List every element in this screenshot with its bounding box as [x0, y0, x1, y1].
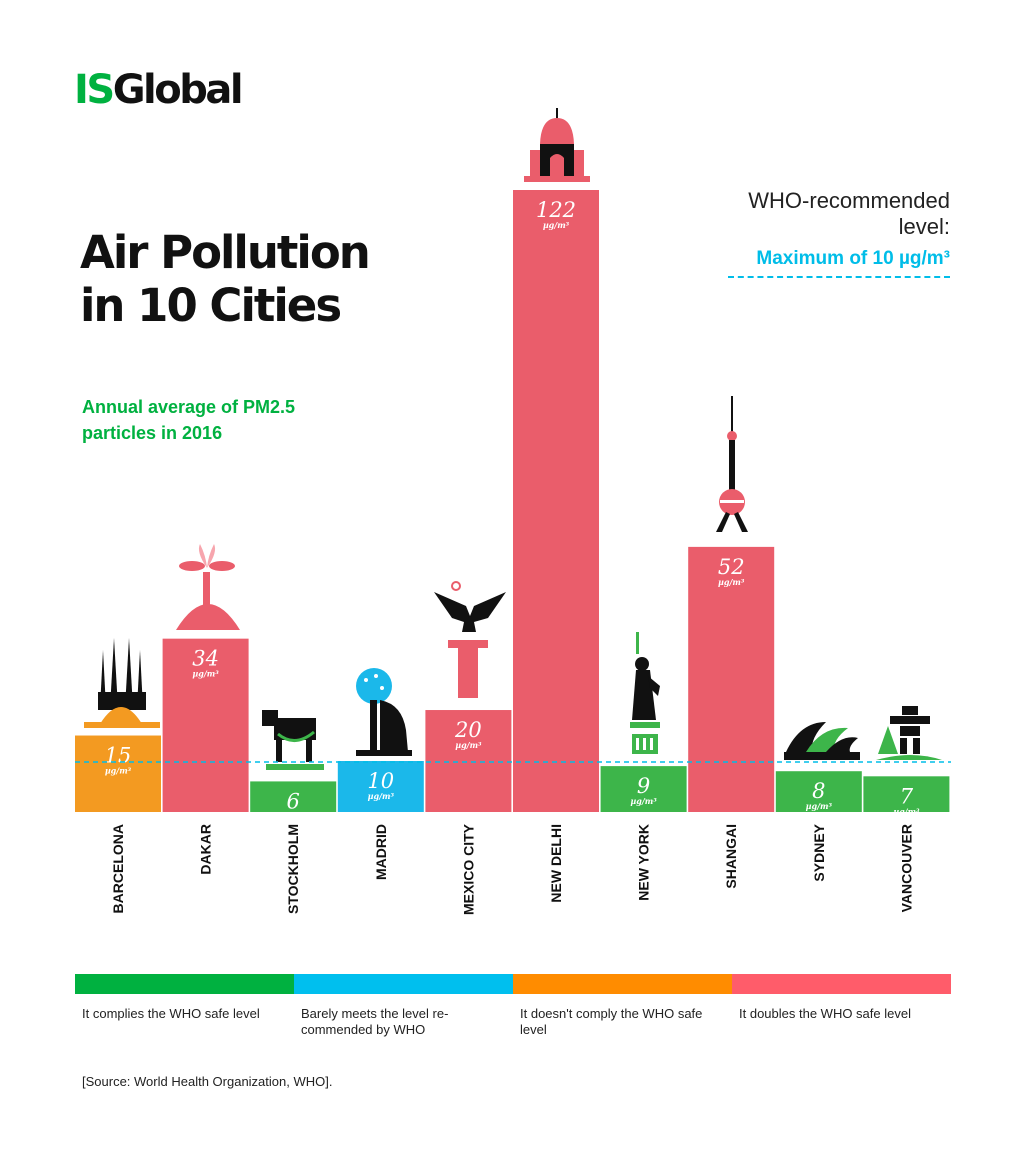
value-label-mexico-city: 20 [454, 718, 482, 742]
taj-mahal-icon [524, 108, 590, 182]
city-label-barcelona: BARCELONA [110, 824, 126, 913]
city-landmark-icons [84, 108, 942, 770]
value-label-sydney: 8 [812, 779, 825, 803]
value-label-dakar: 34 [192, 647, 219, 671]
logo-global: Global [112, 67, 244, 113]
legend-label-complies: It complies the WHO safe level [82, 1006, 260, 1021]
city-label-stockholm: STOCKHOLM [285, 824, 301, 914]
unit-label-dakar: µg/m³ [192, 669, 219, 679]
unit-label-barcelona: µg/m³ [105, 766, 132, 776]
legend-item-complies: It complies the WHO safe level [75, 974, 294, 1038]
legend-item-not-comply: It doesn't comply the WHO safe level [513, 974, 732, 1038]
bars-group: 15µg/m³34µg/m³6µg/m³10µg/m³20µg/m³122µg/… [75, 190, 950, 821]
bar-dakar [162, 638, 249, 812]
legend-item-barely: Barely meets the level re-commended by W… [294, 974, 513, 1038]
who-recommendation-text: WHO-recommended level: [748, 188, 950, 239]
city-label-mexico-city: MEXICO CITY [460, 823, 476, 915]
city-label-sydney: SYDNEY [811, 823, 827, 881]
value-label-shangai: 52 [718, 555, 745, 579]
bar-stockholm [250, 781, 337, 812]
value-label-barcelona: 15 [105, 744, 132, 768]
bar-sydney [775, 771, 862, 812]
legend-label-barely: Barely meets the level re-commended by W… [301, 1006, 449, 1037]
inukshuk-icon [876, 706, 942, 760]
legend-swatch-green [75, 974, 294, 994]
dakar-monument-icon [176, 544, 240, 630]
chart-subtitle: Annual average of PM2.5 particles in 201… [82, 397, 296, 443]
unit-label-new-delhi: µg/m³ [543, 220, 570, 230]
bar-shangai [688, 546, 775, 812]
bar-madrid [337, 761, 424, 812]
city-label-dakar: DAKAR [198, 824, 214, 875]
unit-label-mexico-city: µg/m³ [455, 740, 482, 750]
city-label-madrid: MADRID [373, 824, 389, 880]
legend-swatch-blue [294, 974, 513, 994]
value-label-madrid: 10 [367, 769, 394, 793]
unit-label-vancouver: µg/m³ [893, 806, 920, 816]
isglobal-logo: ISGlobal [74, 67, 244, 113]
city-label-new-delhi: NEW DELHI [548, 824, 564, 903]
value-label-vancouver: 7 [900, 784, 914, 808]
bar-chart: 15µg/m³34µg/m³6µg/m³10µg/m³20µg/m³122µg/… [75, 108, 951, 915]
source-note: [Source: World Health Organization, WHO]… [82, 1074, 333, 1089]
city-label-vancouver: VANCOUVER [898, 824, 914, 912]
value-label-new-delhi: 122 [536, 198, 576, 222]
city-label-new-york: NEW YORK [636, 824, 652, 901]
logo-is: IS [74, 67, 115, 113]
bar-vancouver [863, 776, 950, 812]
value-label-stockholm: 6 [287, 789, 300, 813]
bear-and-strawberry-tree-icon [356, 668, 412, 756]
unit-label-shangai: µg/m³ [718, 577, 745, 587]
legend-label-not-comply: It doesn't comply the WHO safe level [520, 1006, 703, 1037]
who-recommendation: WHO-recommended level: Maximum of 10 µg/… [700, 188, 950, 278]
city-labels-group: BARCELONA DAKAR STOCKHOLM MADRID MEXICO CITY… [110, 823, 914, 915]
sydney-opera-house-icon [784, 722, 860, 760]
dala-horse-icon [262, 710, 324, 770]
city-label-shangai: SHANGAI [723, 824, 739, 889]
statue-of-liberty-icon [630, 632, 660, 754]
unit-label-new-york: µg/m³ [630, 796, 657, 806]
oriental-pearl-tower-icon [716, 396, 748, 532]
bar-mexico-city [425, 710, 512, 812]
unit-label-sydney: µg/m³ [806, 801, 833, 811]
angel-of-independence-icon [434, 581, 506, 698]
bar-new-delhi [513, 190, 599, 812]
legend-swatch-orange [513, 974, 732, 994]
legend: It complies the WHO safe level Barely me… [75, 974, 951, 1038]
bar-barcelona [75, 735, 161, 812]
who-dashed-underline [728, 276, 950, 278]
sagrada-familia-icon [84, 638, 160, 728]
legend-label-doubles: It doubles the WHO safe level [739, 1006, 911, 1021]
chart-title: Air Pollution in 10 Cities [80, 226, 371, 332]
value-label-new-york: 9 [637, 774, 650, 798]
unit-label-stockholm: µg/m³ [280, 811, 307, 821]
bar-new-york [600, 766, 687, 812]
who-maximum-label: Maximum of 10 µg/m³ [756, 248, 950, 269]
legend-swatch-red [732, 974, 951, 994]
legend-item-doubles: It doubles the WHO safe level [732, 974, 951, 1038]
unit-label-madrid: µg/m³ [368, 791, 395, 801]
